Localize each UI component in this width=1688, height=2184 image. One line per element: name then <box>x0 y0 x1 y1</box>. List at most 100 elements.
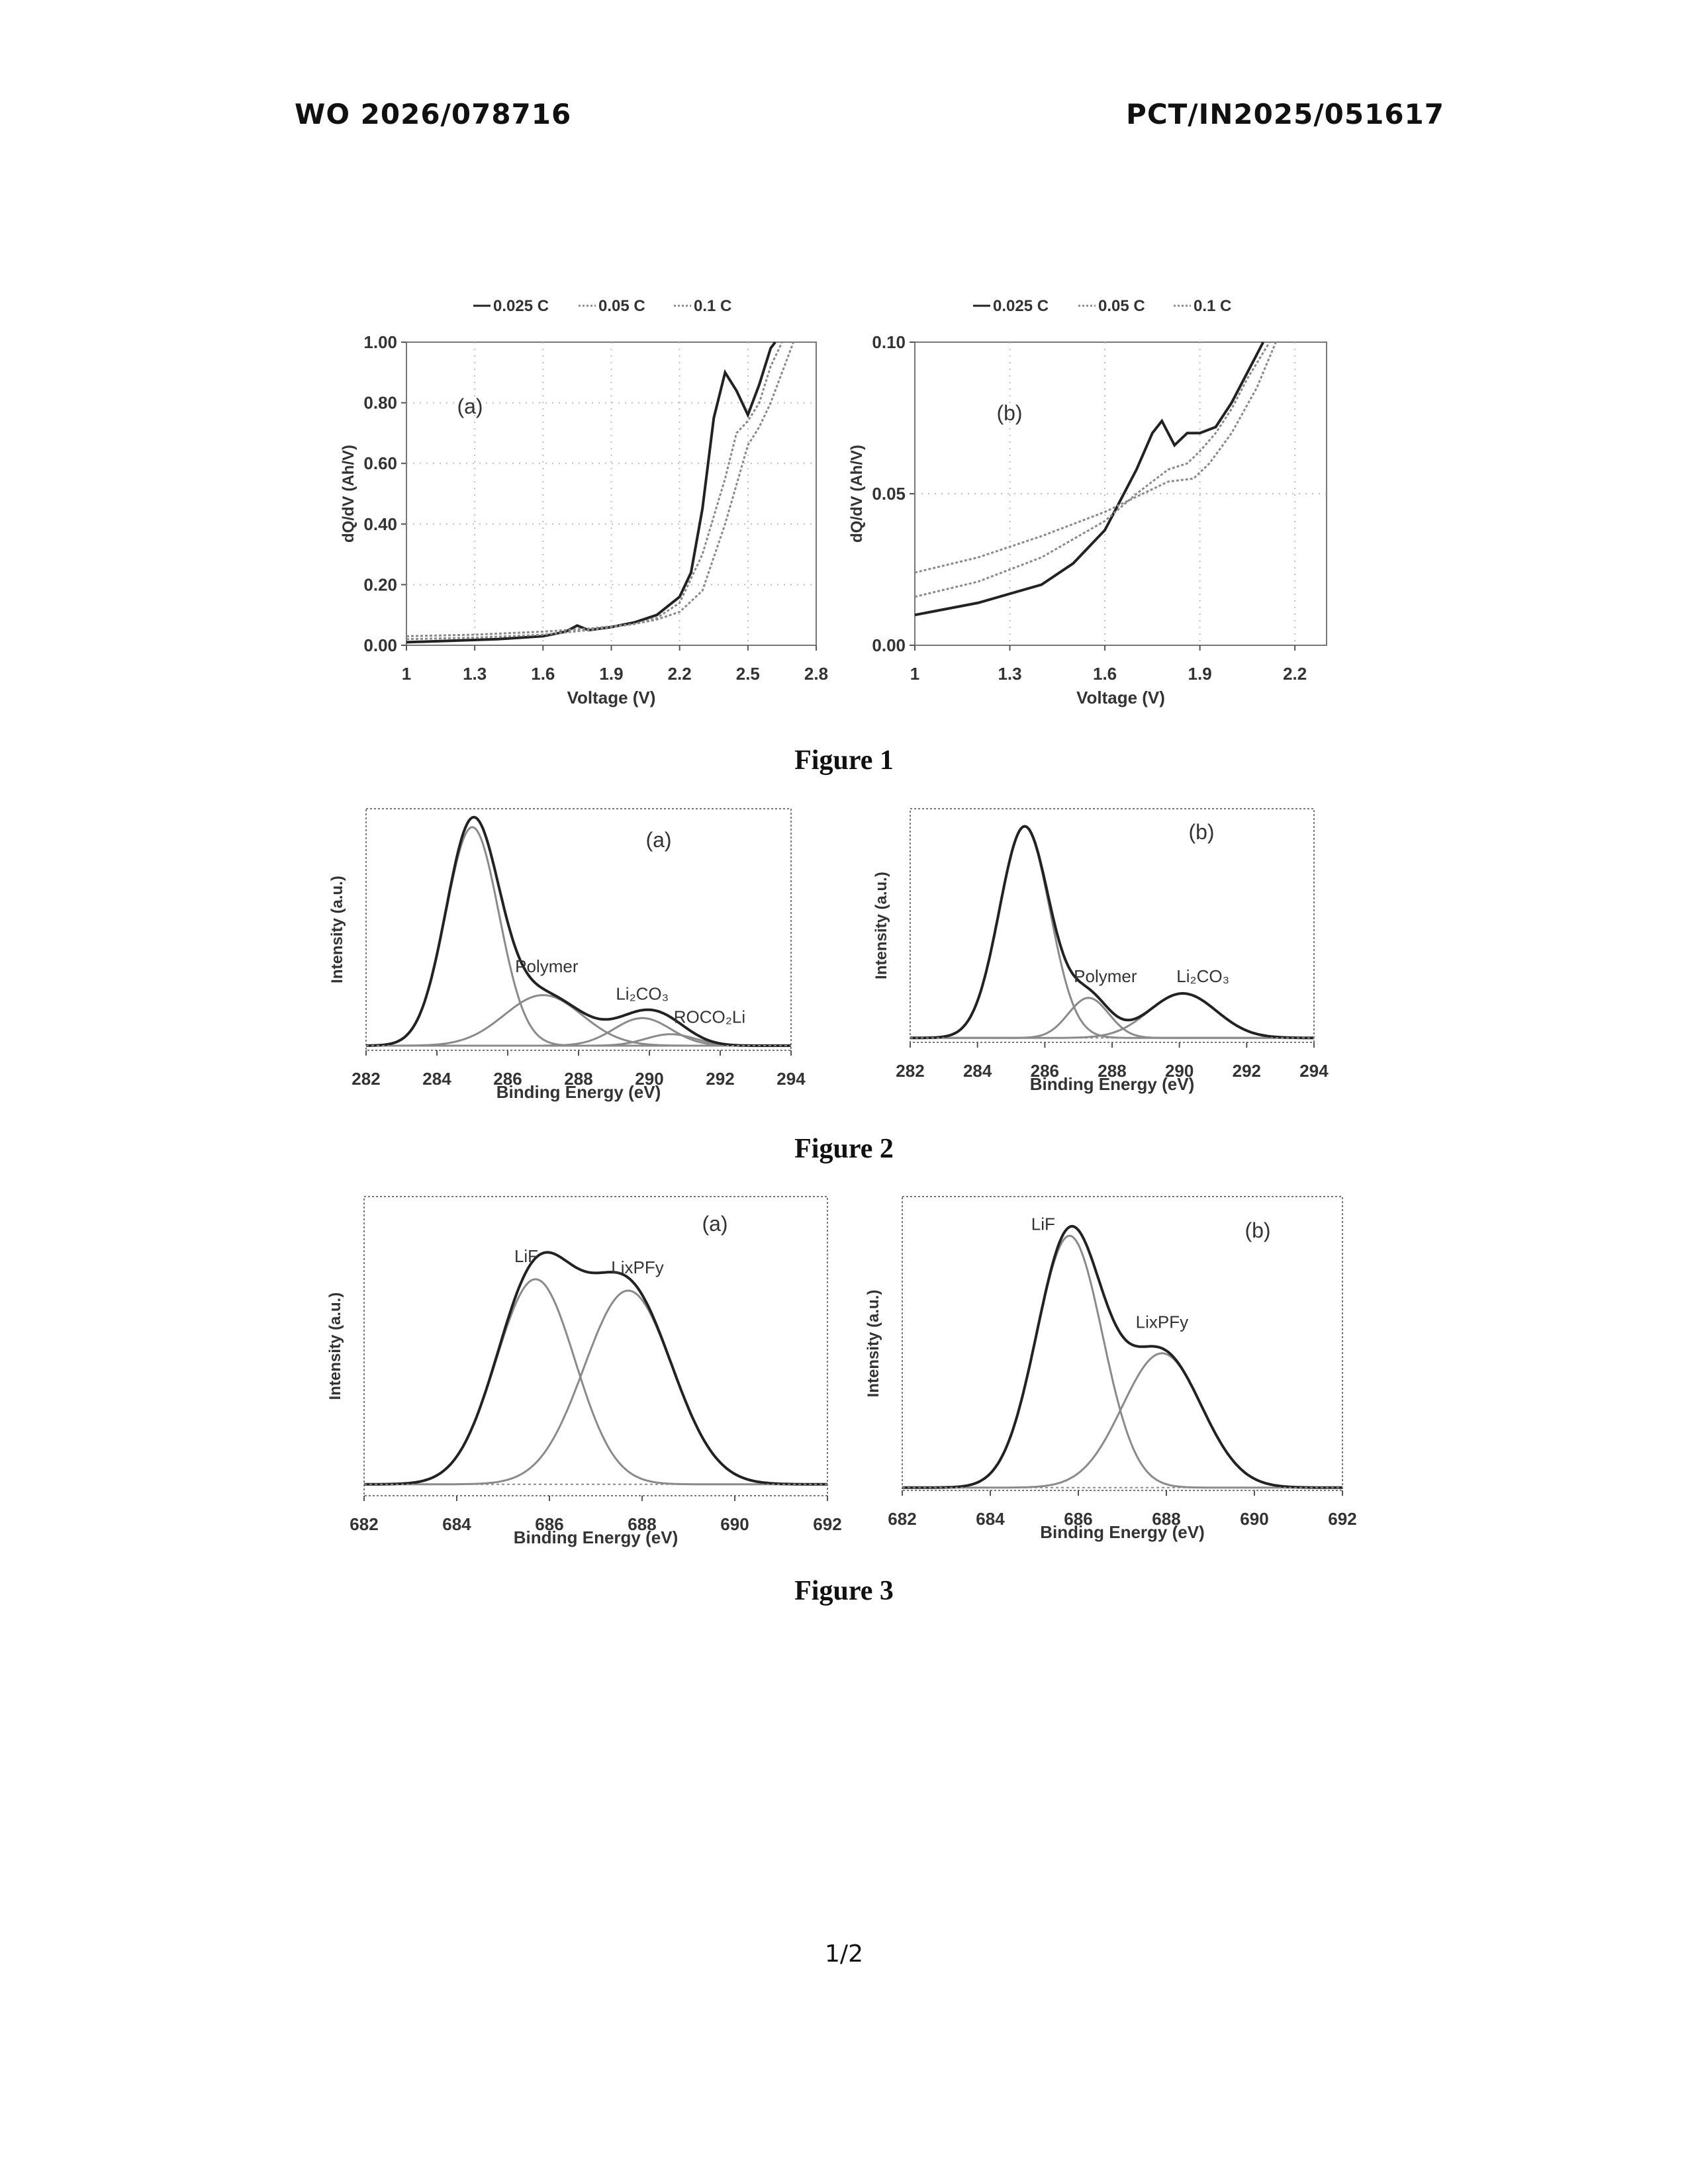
y-tick-label: 0.00 <box>363 635 397 655</box>
series-line-01C <box>406 341 795 637</box>
patent-number: WO 2026/078716 <box>295 98 572 130</box>
x-tick-label: 684 <box>976 1509 1005 1529</box>
legend-entry: 0.1 C <box>694 297 731 315</box>
peak-annotation: Polymer <box>515 956 579 976</box>
x-tick-label: 688 <box>1152 1509 1180 1529</box>
legend-entry: 0.1 C <box>1194 297 1231 315</box>
x-tick-label: 282 <box>352 1069 380 1089</box>
x-tick-label: 1.3 <box>463 664 487 684</box>
plot-frame <box>363 1196 828 1496</box>
x-tick-label: 284 <box>963 1061 992 1081</box>
x-tick-label: 684 <box>442 1514 471 1534</box>
component-peak-lif <box>902 1234 1342 1489</box>
legend-entry: 0.025 C <box>993 297 1049 315</box>
x-tick-label: 288 <box>564 1069 592 1089</box>
plot-frame <box>902 1196 1343 1491</box>
peak-annotation: Li₂CO₃ <box>1176 966 1229 986</box>
series-line-01C <box>914 341 1277 574</box>
component-peak-lif <box>364 1278 827 1486</box>
x-tick-label: 1.9 <box>1188 664 1212 684</box>
envelope-curve <box>364 1251 827 1486</box>
series-line-0025C <box>914 341 1265 617</box>
x-tick-label: 692 <box>1328 1509 1356 1529</box>
peak-annotation: LixPFy <box>1136 1312 1188 1332</box>
panel-label: (b) <box>996 401 1022 425</box>
legend-entry: 0.025 C <box>493 297 549 315</box>
envelope-curve <box>910 825 1314 1040</box>
x-tick-label: 1.9 <box>599 664 623 684</box>
x-tick-label: 284 <box>422 1069 451 1089</box>
peak-annotation: LiF <box>1031 1214 1055 1234</box>
y-axis-label: dQ/dV (Ah/V) <box>848 445 866 543</box>
x-tick-label: 288 <box>1098 1061 1126 1081</box>
x-tick-label: 1 <box>910 664 919 684</box>
x-tick-label: 294 <box>776 1069 806 1089</box>
x-tick-label: 294 <box>1299 1061 1329 1081</box>
x-tick-label: 2.8 <box>804 664 828 684</box>
y-tick-label: 0.80 <box>363 393 397 413</box>
x-axis-label: Binding Energy (eV) <box>1040 1522 1204 1542</box>
peak-annotation: LixPFy <box>611 1257 663 1277</box>
x-axis-label: Binding Energy (eV) <box>514 1527 678 1547</box>
y-axis-label: Intensity (a.u.) <box>326 1293 344 1400</box>
panel-label: (a) <box>702 1212 727 1236</box>
application-number: PCT/IN2025/051617 <box>1126 98 1444 130</box>
figure-1-caption: Figure 1 <box>794 745 894 776</box>
x-tick-label: 2.2 <box>668 664 692 684</box>
x-tick-label: 1.6 <box>1093 664 1117 684</box>
x-tick-label: 692 <box>813 1514 841 1534</box>
y-axis-label: dQ/dV (Ah/V) <box>340 445 357 543</box>
x-tick-label: 292 <box>706 1069 734 1089</box>
peak-annotation: Li₂CO₃ <box>616 984 669 1004</box>
x-tick-label: 286 <box>1031 1061 1059 1081</box>
peak-annotation: ROCO₂Li <box>674 1007 745 1026</box>
figure-3-caption: Figure 3 <box>794 1576 894 1606</box>
y-tick-label: 0.20 <box>363 574 397 594</box>
x-tick-label: 290 <box>635 1069 663 1089</box>
fig3b-panel: 682 684 686 688 690 692 Binding Energy (eV) Int… <box>865 1196 1357 1542</box>
fig3a-panel: 682 684 686 688 690 692 Binding Energy (eV) Int… <box>326 1196 842 1547</box>
y-axis-label: Intensity (a.u.) <box>328 876 346 983</box>
x-tick-label: 688 <box>628 1514 656 1534</box>
y-tick-label: 0.60 <box>363 453 397 473</box>
x-tick-label: 290 <box>1165 1061 1194 1081</box>
x-tick-label: 1.3 <box>998 664 1021 684</box>
peak-annotation: Polymer <box>1074 966 1137 986</box>
x-tick-label: 682 <box>888 1509 916 1529</box>
y-axis-label: Intensity (a.u.) <box>865 1290 882 1398</box>
fig2a-panel: 282 284 286 288 290 292 294 Binding Energy (eV)… <box>328 808 806 1102</box>
fig1a-panel: 1 1.3 1.6 1.9 2.2 2.5 2.8 0.00 0.20 0.40 0.60 0.80 1… <box>340 297 828 707</box>
y-tick-label: 0.05 <box>872 484 906 504</box>
y-tick-label: 0.10 <box>872 332 906 352</box>
panel-label: (a) <box>645 828 671 852</box>
panel-label: (a) <box>457 394 483 418</box>
y-axis-label: Intensity (a.u.) <box>872 872 890 979</box>
panel-label: (b) <box>1244 1218 1270 1242</box>
page-number: 1/2 <box>825 1940 863 1968</box>
x-tick-label: 1.6 <box>531 664 555 684</box>
legend-entry: 0.05 C <box>598 297 645 315</box>
y-tick-label: 0.40 <box>363 514 397 534</box>
panel-label: (b) <box>1188 820 1214 844</box>
envelope-curve <box>902 1224 1342 1489</box>
y-tick-label: 0.00 <box>872 635 906 655</box>
legend-entry: 0.05 C <box>1098 297 1145 315</box>
x-tick-label: 282 <box>896 1061 924 1081</box>
x-tick-label: 292 <box>1233 1061 1261 1081</box>
x-tick-label: 286 <box>493 1069 522 1089</box>
x-axis-label: Binding Energy (eV) <box>1030 1074 1194 1094</box>
x-axis-label: Voltage (V) <box>1076 688 1165 707</box>
x-axis-label: Binding Energy (eV) <box>496 1082 661 1102</box>
x-tick-label: 1 <box>402 664 411 684</box>
x-tick-label: 2.2 <box>1283 664 1307 684</box>
component-peak-lixpfy <box>364 1289 827 1486</box>
x-axis-label: Voltage (V) <box>567 688 656 707</box>
figure-2-caption: Figure 2 <box>794 1134 894 1164</box>
x-tick-label: 690 <box>1240 1509 1268 1529</box>
fig2b-panel: 282 284 286 288 290 292 294 Binding Energy (eV)… <box>872 808 1329 1094</box>
y-tick-label: 1.00 <box>363 332 397 352</box>
x-tick-label: 686 <box>1064 1509 1092 1529</box>
envelope-curve <box>366 815 791 1047</box>
plot-frame <box>406 341 817 646</box>
